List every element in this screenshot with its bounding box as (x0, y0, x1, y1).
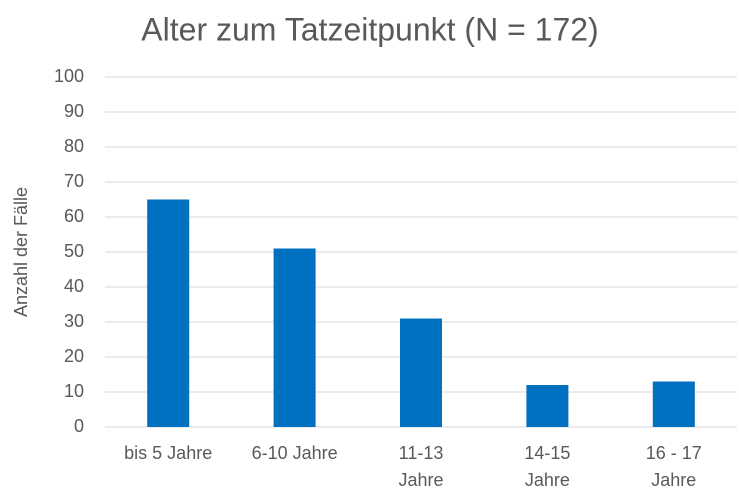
bar (400, 318, 442, 427)
y-tick-label: 10 (64, 381, 84, 401)
y-tick-label: 0 (74, 416, 84, 436)
x-tick-label: 6-10 Jahre (252, 443, 338, 463)
bar (526, 385, 569, 427)
x-tick-label: bis 5 Jahre (124, 443, 212, 463)
y-tick-label: 100 (54, 66, 84, 86)
y-tick-label: 70 (64, 171, 84, 191)
y-tick-label: 60 (64, 206, 84, 226)
y-tick-label: 80 (64, 136, 84, 156)
x-tick-label: 11-13 Jahre (398, 443, 443, 490)
bar (273, 248, 316, 427)
bar (652, 381, 695, 427)
chart-title: Alter zum Tatzeitpunkt (N = 172) (141, 11, 598, 47)
y-tick-label: 30 (64, 311, 84, 331)
x-tick-label: 16 - 17 Jahre (646, 443, 702, 490)
y-tick-label: 40 (64, 276, 84, 296)
y-tick-label: 20 (64, 346, 84, 366)
y-axis-label: Anzahl der Fälle (11, 187, 31, 317)
bar (147, 199, 190, 427)
y-tick-label: 50 (64, 241, 84, 261)
y-tick-label: 90 (64, 101, 84, 121)
x-tick-label: 14-15 Jahre (524, 443, 570, 490)
